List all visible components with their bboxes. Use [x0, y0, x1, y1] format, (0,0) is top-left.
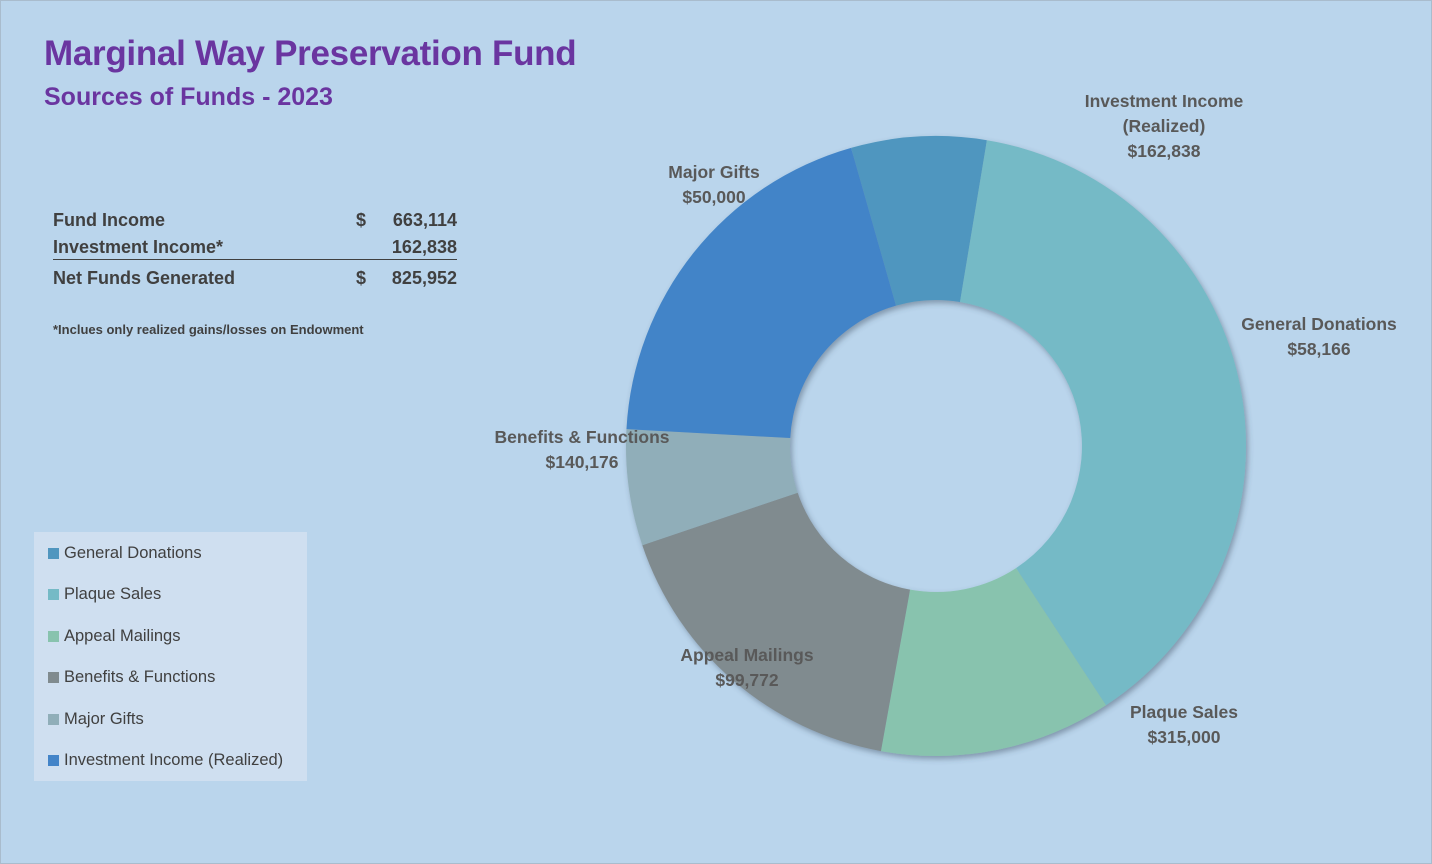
- data-label-name: Benefits & Functions: [494, 427, 670, 447]
- summary-amount: 825,952: [391, 268, 457, 288]
- chart-title: Marginal Way Preservation Fund: [44, 34, 577, 73]
- data-label-major-gifts: Major Gifts $50,000: [668, 160, 759, 210]
- data-label-value: $315,000: [1147, 727, 1221, 747]
- legend-swatch: [48, 630, 59, 642]
- legend-swatch: [48, 755, 59, 766]
- data-label-value: $50,000: [682, 187, 746, 207]
- data-label-name: Plaque Sales: [1130, 702, 1238, 722]
- legend-label: Appeal Mailings: [64, 626, 181, 645]
- data-label-name: Major Gifts: [668, 162, 760, 182]
- donut-slice-plaque-sales: [959, 140, 1246, 706]
- data-label-benefits-functions: Benefits & Functions $140,176: [494, 425, 669, 475]
- legend-item-plaque-sales: Plaque Sales: [48, 584, 161, 606]
- data-label-name: Investment Income: [1084, 91, 1244, 111]
- legend-label: Plaque Sales: [64, 585, 162, 603]
- summary-label: Fund Income: [53, 210, 165, 230]
- data-label-name: (Realized): [1122, 116, 1206, 136]
- data-label-general-donations: General Donations $58,166: [1241, 312, 1397, 362]
- summary-row-net-funds: Net Funds Generated $ 825,952: [53, 266, 457, 293]
- summary-currency: $: [356, 268, 367, 288]
- donut-slice-investment-income-realized: [626, 147, 897, 439]
- data-label-plaque-sales: Plaque Sales $315,000: [1130, 700, 1238, 750]
- legend-item-investment-income-realized: Investment Income (Realized): [48, 750, 283, 772]
- data-label-appeal-mailings: Appeal Mailings $99,772: [680, 643, 813, 693]
- summary-row-investment-income: Investment Income* 162,838: [53, 235, 457, 260]
- summary-row-fund-income: Fund Income $ 663,114: [53, 208, 457, 235]
- chart-legend: General Donations Plaque Sales Appeal Mail…: [34, 532, 307, 781]
- data-label-investment-income-realized: Investment Income (Realized) $162,838: [1085, 89, 1244, 164]
- donut-slice-general-donations: [851, 136, 987, 306]
- footnote: *Inclues only realized gains/losses on E…: [53, 322, 364, 337]
- data-label-value: $99,772: [715, 670, 779, 690]
- data-label-value: $58,166: [1287, 339, 1351, 359]
- legend-swatch: [48, 713, 59, 725]
- legend-item-benefits-functions: Benefits & Functions: [48, 667, 215, 689]
- legend-item-appeal-mailings: Appeal Mailings: [48, 625, 180, 647]
- legend-item-major-gifts: Major Gifts: [48, 708, 144, 730]
- legend-label: General Donations: [64, 543, 202, 562]
- donut-slice-major-gifts: [626, 429, 798, 546]
- summary-amount: 162,838: [391, 237, 457, 257]
- data-label-name: General Donations: [1241, 314, 1397, 334]
- legend-swatch: [48, 672, 59, 683]
- chart-subtitle: Sources of Funds - 2023: [44, 83, 333, 111]
- summary-table: Fund Income $ 663,114 Investment Income*…: [53, 208, 457, 293]
- data-label-value: $140,176: [545, 452, 619, 472]
- legend-label: Investment Income (Realized): [64, 751, 284, 769]
- data-label-value: $162,838: [1127, 141, 1201, 161]
- summary-label: Investment Income*: [53, 237, 224, 257]
- summary-currency: $: [356, 210, 367, 230]
- legend-swatch: [48, 547, 59, 559]
- data-label-name: Appeal Mailings: [680, 645, 814, 665]
- legend-item-general-donations: General Donations: [48, 542, 202, 564]
- donut-slice-benefits-functions: [642, 492, 911, 752]
- summary-label: Net Funds Generated: [53, 268, 236, 288]
- legend-swatch: [48, 589, 59, 600]
- donut-slice-appeal-mailings: [880, 568, 1106, 756]
- legend-label: Benefits & Functions: [64, 668, 216, 686]
- summary-amount: 663,114: [392, 210, 457, 230]
- legend-label: Major Gifts: [64, 709, 144, 728]
